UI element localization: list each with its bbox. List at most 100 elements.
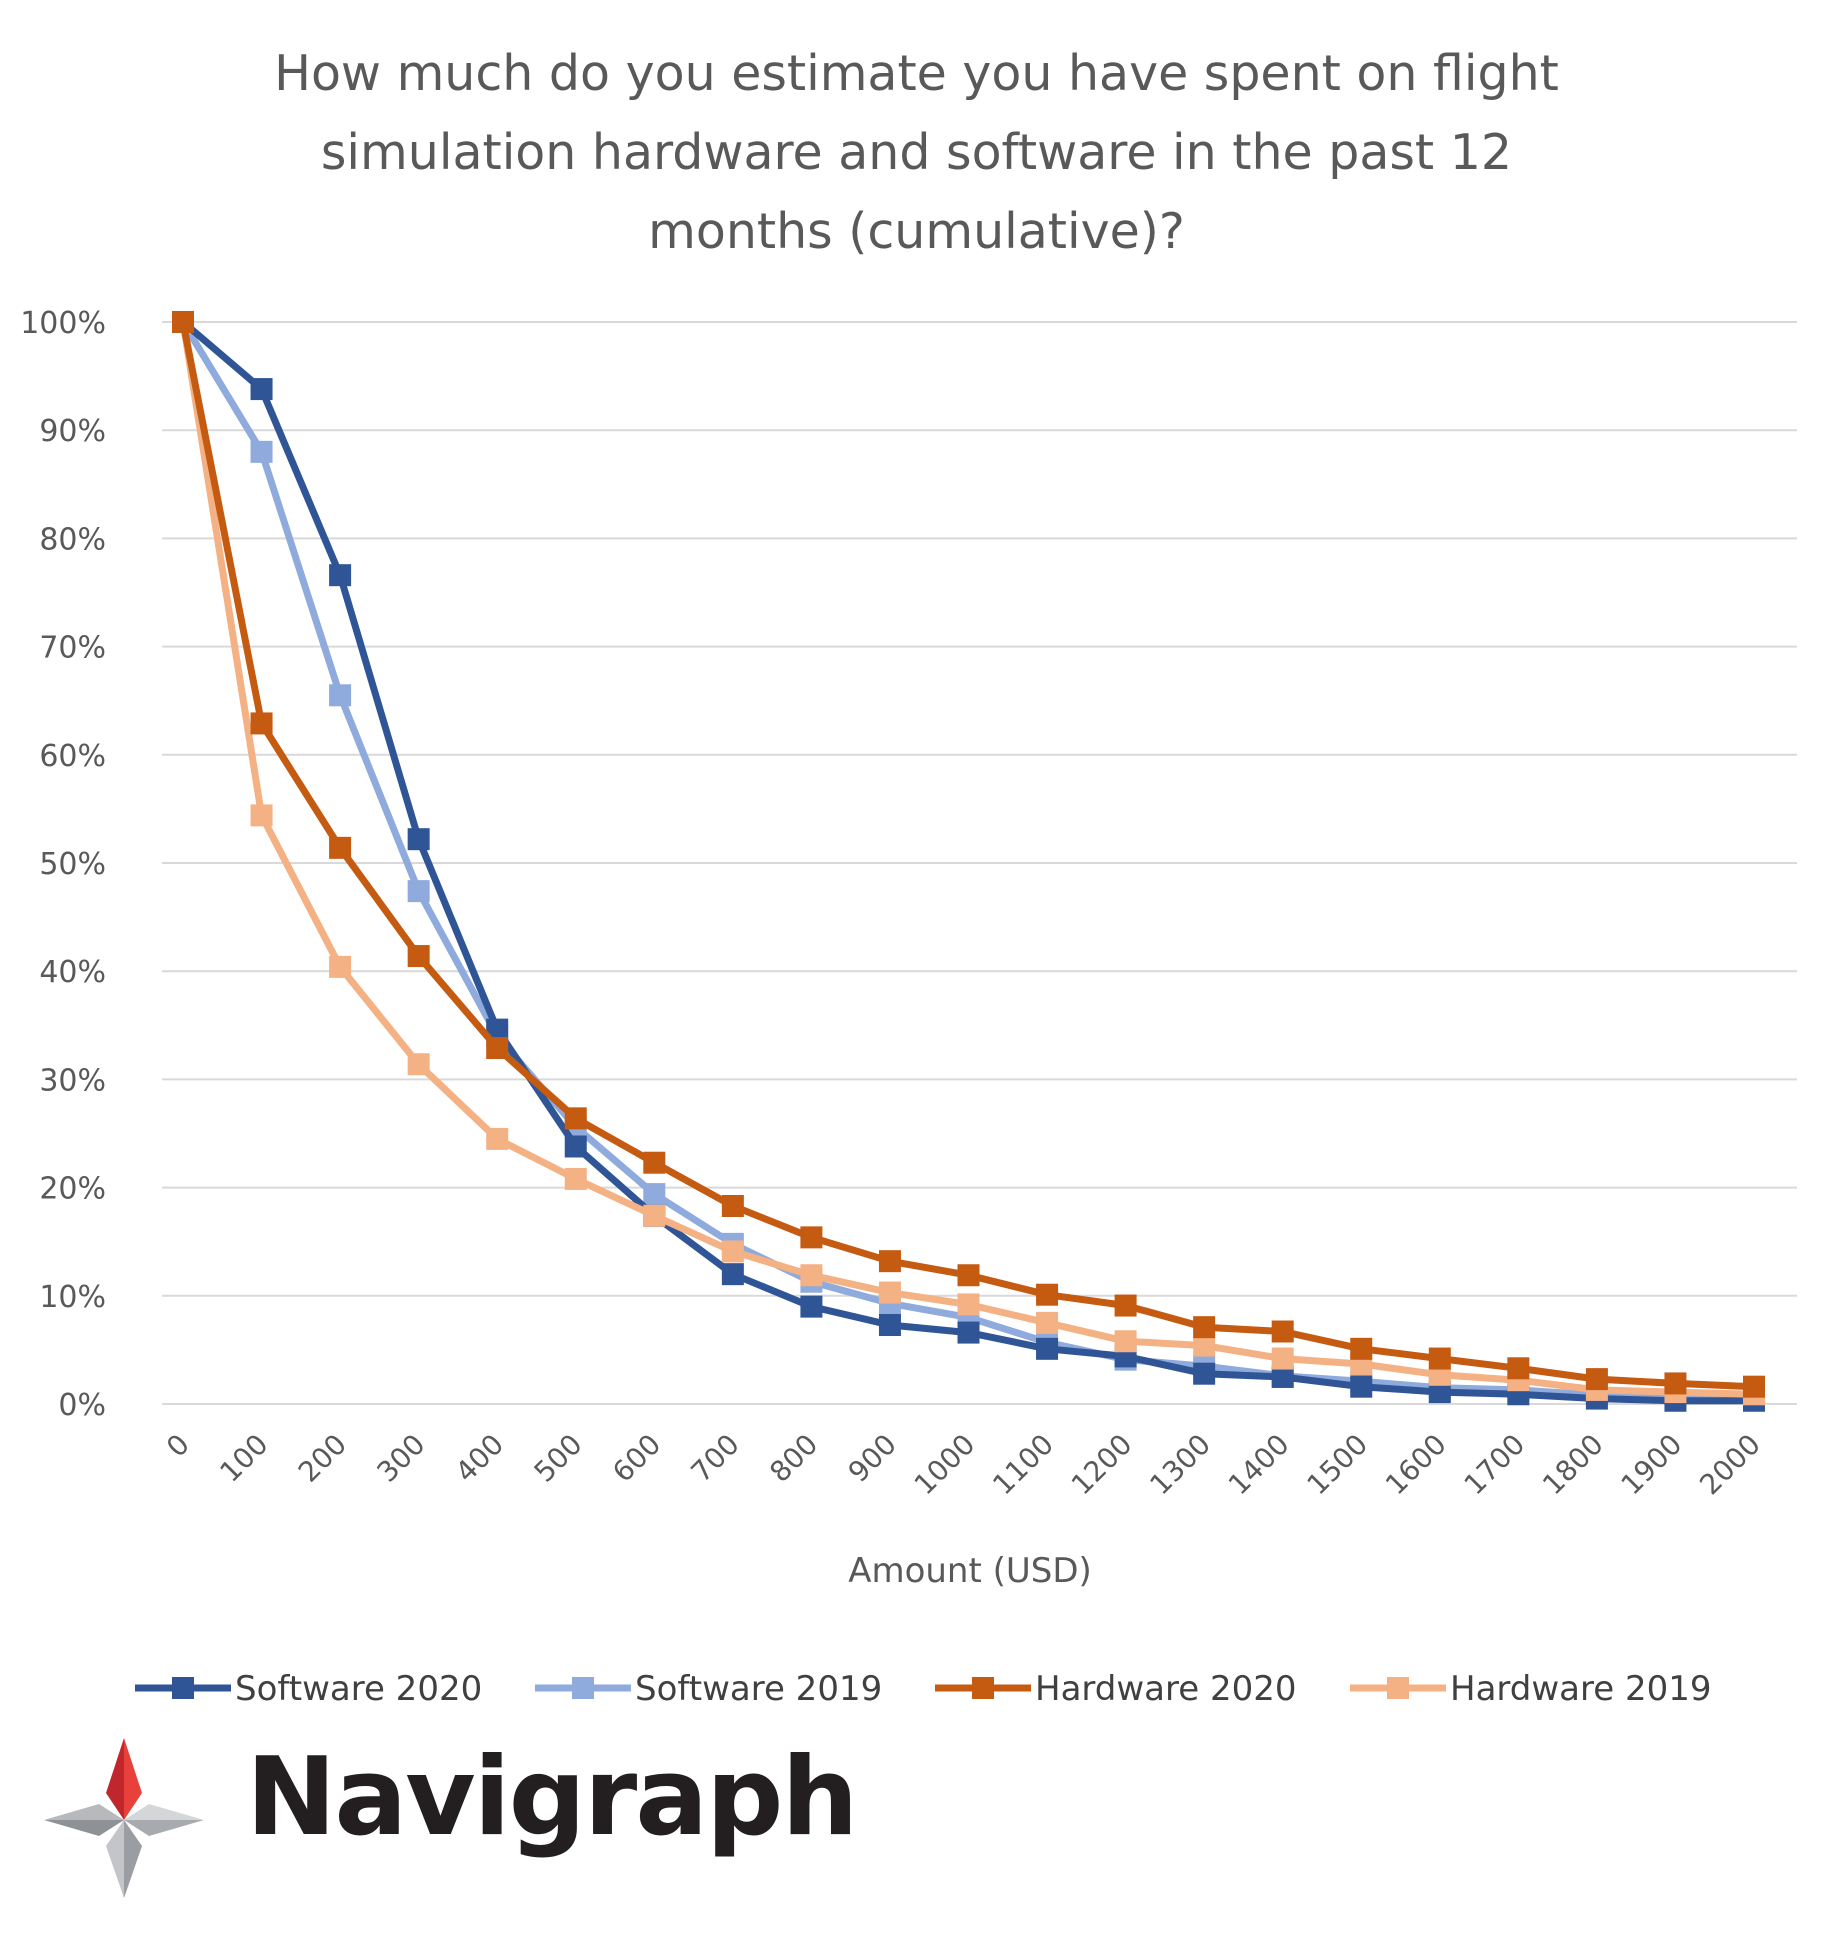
- x-tick-label: 700: [685, 1428, 746, 1489]
- x-axis-ticks: 0 100 200 300 400 500 600 700 800 900 1000 1100 1200…: [160, 1428, 1767, 1502]
- chart-title-line: How much do you estimate you have spent …: [274, 45, 1559, 102]
- y-tick-label: 40%: [39, 955, 106, 990]
- data-point: [1350, 1337, 1373, 1360]
- data-point: [1271, 1365, 1294, 1388]
- data-point: [172, 311, 194, 333]
- data-point: [721, 1240, 744, 1263]
- series-software-2019: [172, 311, 1765, 1410]
- legend-entry: Software 2019: [635, 1669, 882, 1709]
- gridlines: [162, 321, 1797, 1405]
- legend-entry: Software 2020: [235, 1669, 482, 1709]
- legend-swatch-marker: [1387, 1677, 1409, 1699]
- data-point: [957, 1293, 980, 1316]
- data-point: [878, 1250, 901, 1273]
- x-tick-label: 0: [160, 1428, 196, 1464]
- data-point: [1664, 1372, 1687, 1395]
- data-point: [878, 1314, 901, 1337]
- data-point: [250, 712, 273, 735]
- data-point: [1428, 1347, 1451, 1370]
- series-line: [179, 321, 1755, 1391]
- x-tick-label: 1400: [1222, 1428, 1296, 1502]
- legend: Software 2020 Software 2019 Hardware 2020 H…: [135, 1669, 1712, 1709]
- data-point: [1193, 1316, 1216, 1339]
- data-point: [800, 1226, 823, 1249]
- data-point: [1271, 1320, 1294, 1343]
- data-point: [250, 804, 273, 827]
- x-tick-label: 1500: [1300, 1428, 1374, 1502]
- y-tick-label: 80%: [39, 522, 106, 557]
- data-point: [564, 1135, 587, 1158]
- x-tick-label: 1600: [1379, 1428, 1453, 1502]
- data-point: [643, 1151, 666, 1174]
- x-tick-label: 1900: [1615, 1428, 1689, 1502]
- data-point: [957, 1264, 980, 1287]
- legend-swatch-marker: [572, 1677, 594, 1699]
- x-tick-label: 100: [213, 1428, 274, 1489]
- chart-title: How much do you estimate you have spent …: [0, 34, 1833, 271]
- data-point: [1036, 1337, 1059, 1360]
- data-point: [329, 684, 352, 707]
- y-axis-ticks: 0% 10% 20% 30% 40% 50% 60% 70% 80% 90% 100%: [20, 306, 106, 1423]
- legend-entry: Hardware 2020: [1035, 1669, 1297, 1709]
- x-tick-label: 1300: [1143, 1428, 1217, 1502]
- data-point: [250, 440, 273, 463]
- y-tick-label: 70%: [39, 631, 106, 666]
- legend-swatch-marker: [172, 1677, 194, 1699]
- x-tick-label: 600: [606, 1428, 667, 1489]
- data-point: [721, 1263, 744, 1286]
- series-software-2020: [172, 311, 1765, 1412]
- data-point: [329, 836, 352, 859]
- x-tick-label: 900: [842, 1428, 903, 1489]
- data-point: [1114, 1330, 1137, 1353]
- data-point: [407, 945, 430, 968]
- data-point: [643, 1183, 666, 1206]
- data-point: [329, 955, 352, 978]
- data-point: [1271, 1347, 1294, 1370]
- data-point: [643, 1204, 666, 1227]
- data-point: [486, 1037, 509, 1060]
- data-point: [1350, 1375, 1373, 1398]
- y-tick-label: 10%: [39, 1280, 106, 1315]
- navigraph-logo-icon: [44, 1738, 204, 1903]
- legend-entry: Hardware 2019: [1450, 1669, 1712, 1709]
- series-line: [179, 321, 1755, 1398]
- y-tick-label: 20%: [39, 1172, 106, 1207]
- data-point: [564, 1167, 587, 1190]
- data-point: [250, 378, 273, 401]
- data-point: [407, 880, 430, 903]
- series-line: [180, 319, 1754, 1405]
- x-tick-label: 300: [370, 1428, 431, 1489]
- x-tick-label: 1100: [986, 1428, 1060, 1502]
- series-hardware-2019: [172, 311, 1765, 1406]
- x-tick-label: 1800: [1536, 1428, 1610, 1502]
- data-point: [1743, 1375, 1765, 1398]
- x-tick-label: 200: [292, 1428, 353, 1489]
- data-point: [1036, 1283, 1059, 1306]
- data-point: [1193, 1334, 1216, 1357]
- data-point: [721, 1194, 744, 1217]
- line-chart: 0% 10% 20% 30% 40% 50% 60% 70% 80% 90% 100% 0 100 20…: [20, 306, 1797, 1709]
- x-tick-label: 1700: [1458, 1428, 1532, 1502]
- y-tick-label: 0%: [58, 1388, 106, 1423]
- data-point: [486, 1127, 509, 1150]
- y-tick-label: 30%: [39, 1063, 106, 1098]
- data-point: [1585, 1368, 1608, 1391]
- y-tick-label: 50%: [39, 847, 106, 882]
- legend-swatch-marker: [972, 1677, 994, 1699]
- series-lines: [172, 311, 1765, 1412]
- x-tick-label: 400: [449, 1428, 510, 1489]
- series-line: [180, 320, 1755, 1403]
- data-point: [407, 1053, 430, 1076]
- data-point: [486, 1018, 509, 1041]
- data-point: [957, 1321, 980, 1344]
- data-point: [1036, 1311, 1059, 1334]
- data-point: [1114, 1294, 1137, 1317]
- y-tick-label: 90%: [39, 414, 106, 449]
- data-point: [1428, 1381, 1451, 1404]
- y-tick-label: 100%: [20, 306, 106, 341]
- data-point: [329, 564, 352, 587]
- y-tick-label: 60%: [39, 739, 106, 774]
- data-point: [800, 1295, 823, 1318]
- x-tick-label: 500: [528, 1428, 589, 1489]
- data-point: [1193, 1362, 1216, 1385]
